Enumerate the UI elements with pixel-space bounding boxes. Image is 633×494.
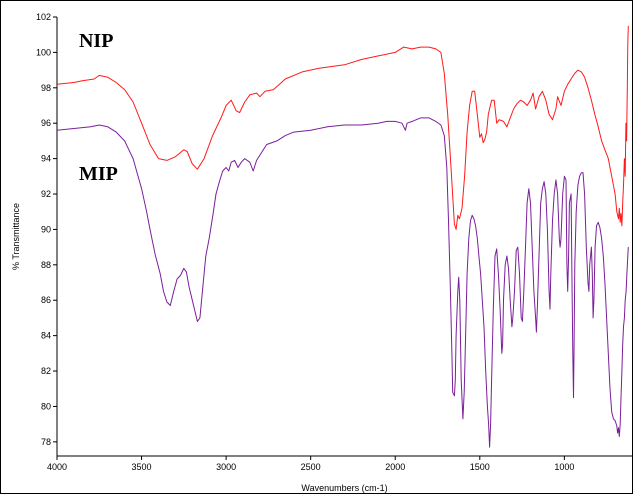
y-tick-label: 100 bbox=[36, 47, 51, 57]
y-tick-label: 82 bbox=[41, 366, 51, 376]
y-tick-label: 96 bbox=[41, 118, 51, 128]
x-tick-label: 1500 bbox=[470, 462, 490, 472]
y-tick-label: 98 bbox=[41, 83, 51, 93]
x-tick-label: 2500 bbox=[301, 462, 321, 472]
series-tag-nip: NIP bbox=[79, 30, 113, 52]
y-tick-label: 102 bbox=[36, 12, 51, 22]
y-tick-label: 88 bbox=[41, 260, 51, 270]
y-tick-label: 84 bbox=[41, 331, 51, 341]
x-tick-label: 3000 bbox=[216, 462, 236, 472]
y-tick-label: 86 bbox=[41, 295, 51, 305]
x-ticks: 4000 3500 3000 2500 2000 1500 1000 bbox=[47, 456, 574, 472]
x-tick-label: 1000 bbox=[554, 462, 574, 472]
series-tag-mip: MIP bbox=[79, 163, 118, 185]
series-line-mip bbox=[56, 117, 629, 448]
x-tick-label: 2000 bbox=[385, 462, 405, 472]
annotation-layer: NIP MIP bbox=[79, 30, 118, 185]
y-axis-label: % Transmittance bbox=[11, 203, 21, 270]
series-line-nip bbox=[56, 25, 629, 230]
x-tick-label: 4000 bbox=[47, 462, 67, 472]
x-axis-label: Wavenumbers (cm-1) bbox=[301, 483, 387, 493]
y-ticks: 78 80 82 84 86 88 90 92 94 96 98 100 102 bbox=[36, 12, 57, 447]
series-layer bbox=[56, 25, 629, 448]
y-tick-label: 80 bbox=[41, 401, 51, 411]
y-tick-label: 90 bbox=[41, 224, 51, 234]
x-tick-label: 3500 bbox=[132, 462, 152, 472]
y-tick-label: 78 bbox=[41, 437, 51, 447]
y-tick-label: 92 bbox=[41, 189, 51, 199]
y-tick-label: 94 bbox=[41, 154, 51, 164]
